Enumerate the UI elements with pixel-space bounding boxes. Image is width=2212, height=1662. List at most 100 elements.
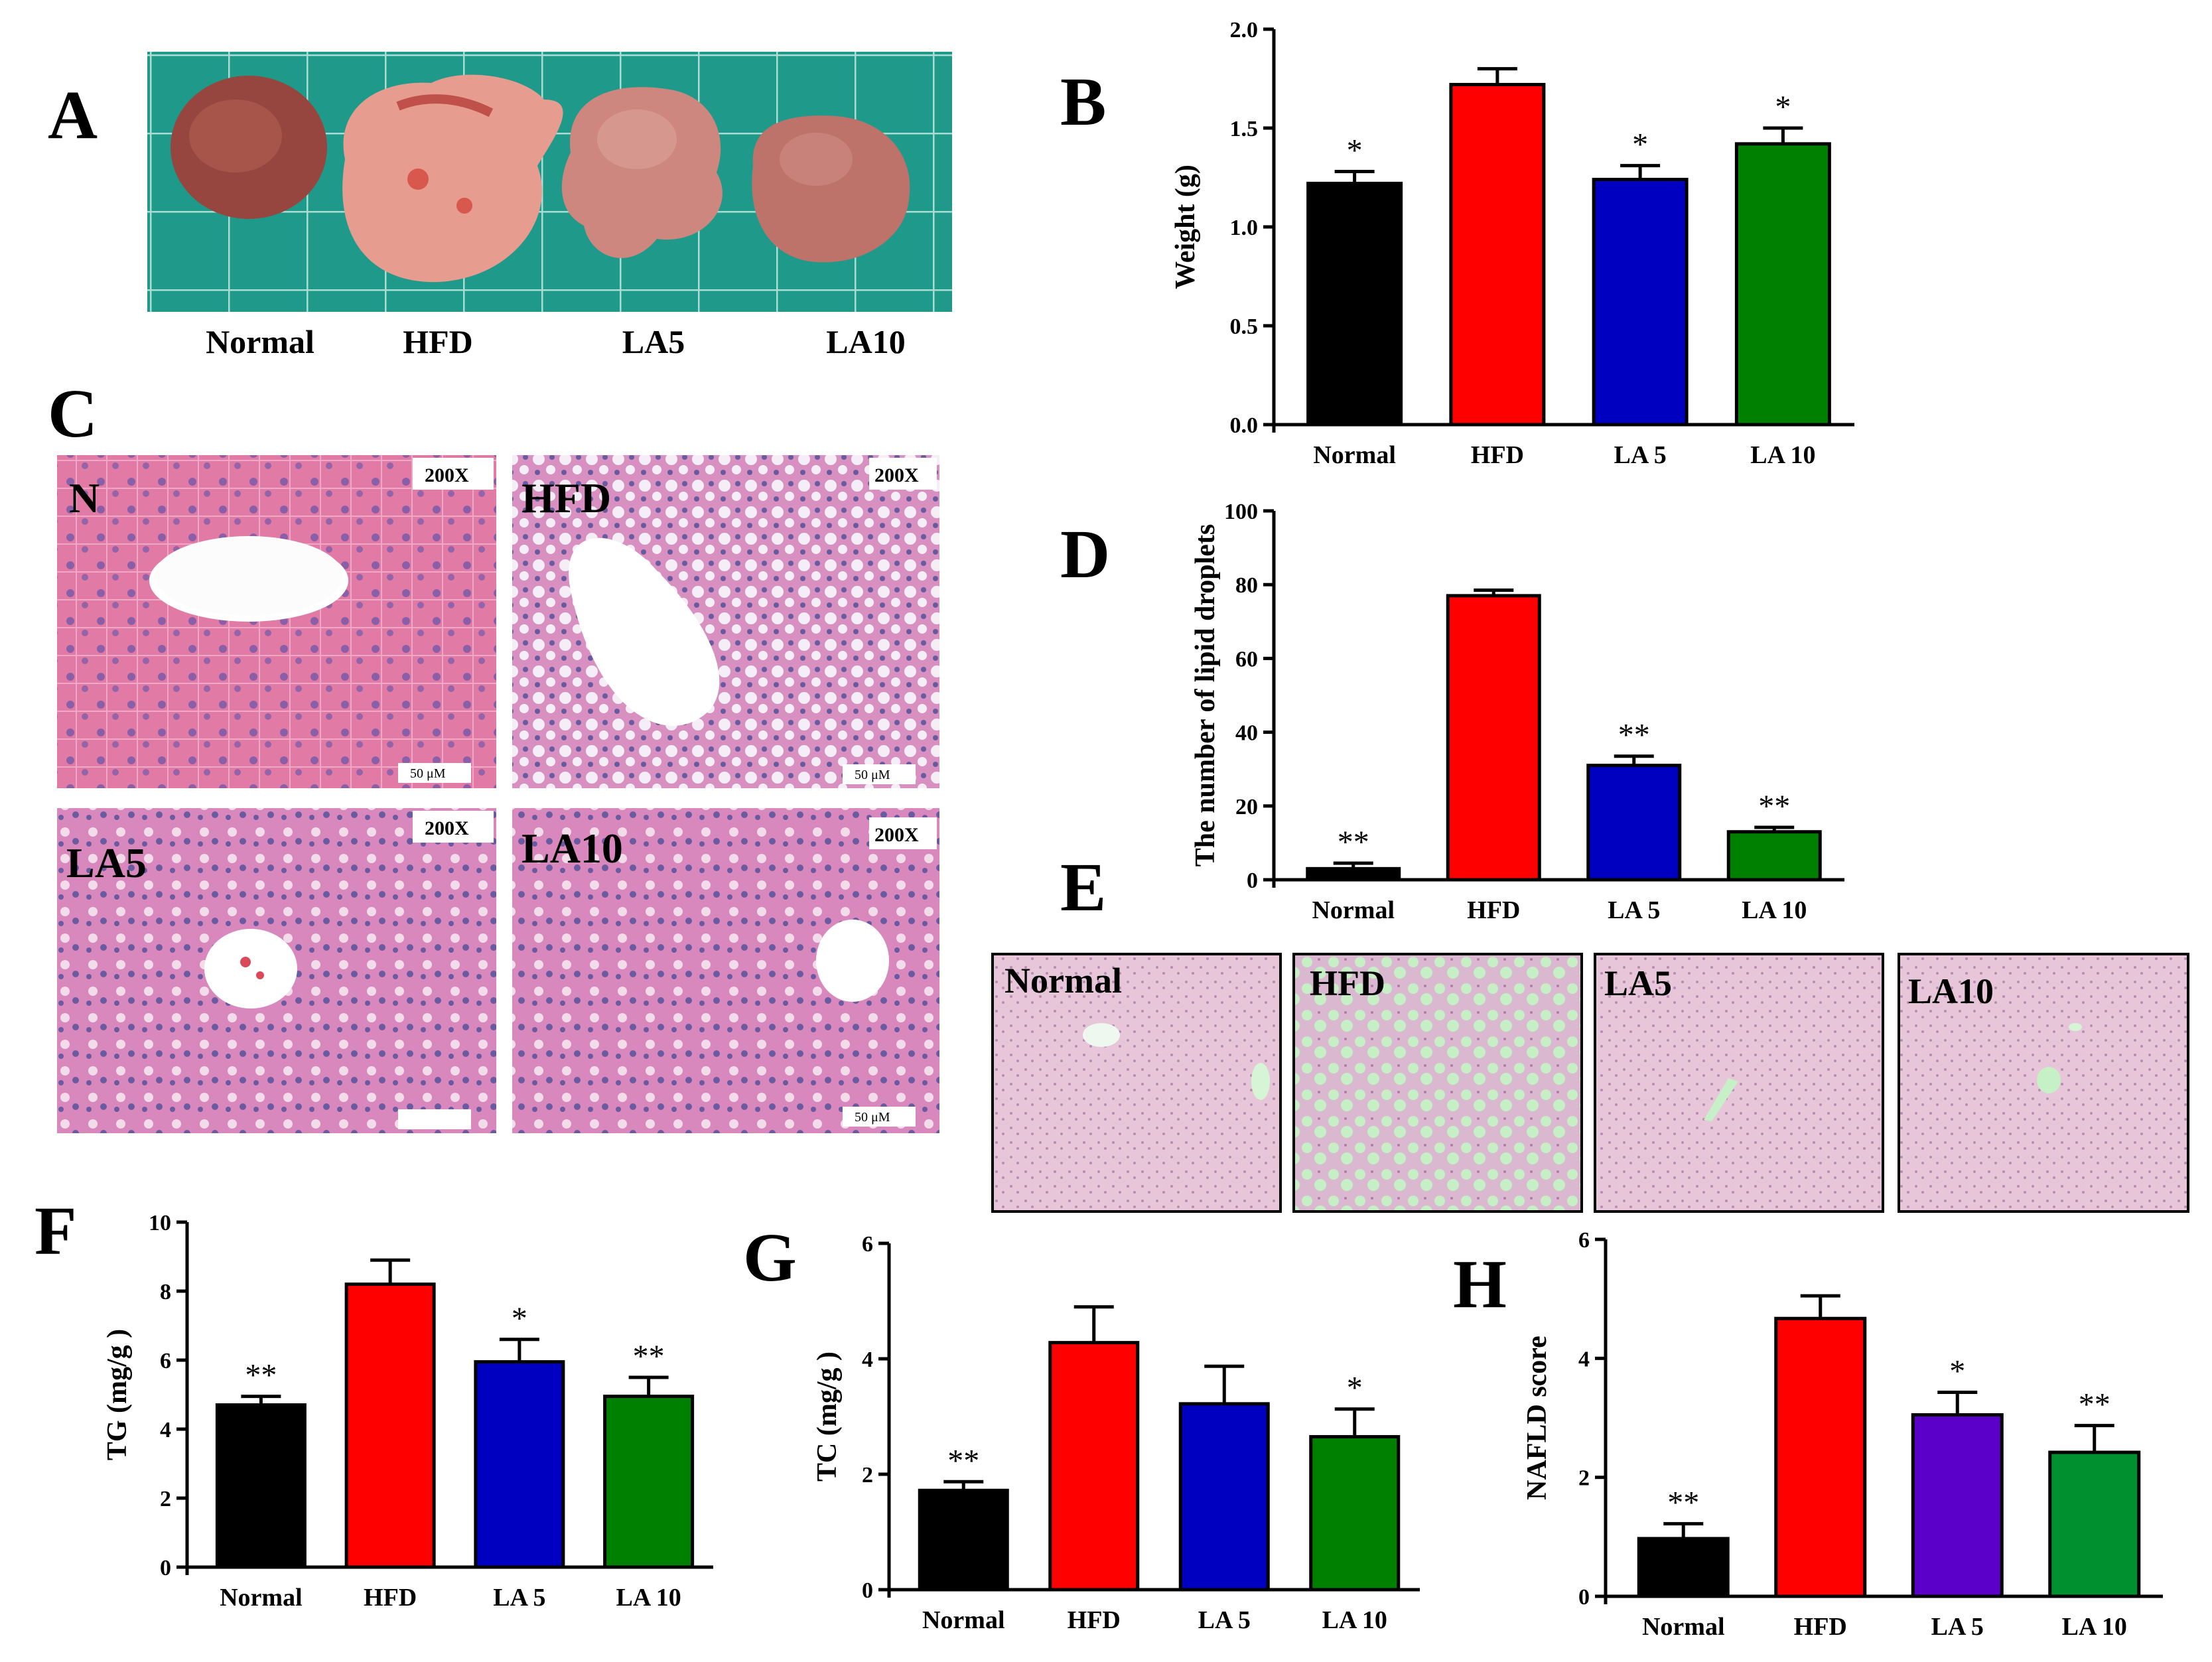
bar-normal xyxy=(1637,1537,1730,1598)
x-tick-label: LA 5 xyxy=(1198,1606,1251,1634)
y-tick-label: 4 xyxy=(1578,1347,1590,1371)
x-tick-label: LA 10 xyxy=(1742,896,1807,924)
lowmag-tile-hfd: HFD xyxy=(1292,953,1583,1213)
y-tick-label: 1.5 xyxy=(1230,117,1259,141)
histology-tile-la5: 200X LA5 xyxy=(57,808,496,1133)
bar-hfd xyxy=(1774,1316,1867,1598)
bar-la5 xyxy=(1178,1402,1270,1592)
photo-label-normal: Normal xyxy=(206,323,314,360)
bar-normal xyxy=(1306,181,1403,427)
scale-bar-label: 50 μM xyxy=(410,766,446,781)
photo-label-la10: LA10 xyxy=(826,323,905,360)
bar-hfd xyxy=(1446,594,1541,882)
y-tick-label: 0 xyxy=(862,1578,873,1603)
y-axis-label: Weight (g) xyxy=(1170,165,1201,289)
panel-label-g: G xyxy=(743,1219,797,1296)
y-axis-label: NAFLD score xyxy=(1522,1336,1553,1500)
histo-label-la10: LA10 xyxy=(521,825,623,872)
y-tick-label: 0 xyxy=(160,1556,171,1580)
significance-marker: ** xyxy=(1758,789,1790,824)
bar-chart-tc: 0 2 4 6 TC (mg/g ) ** Normal HFD LA 5 * LA 10 xyxy=(812,1232,1420,1634)
bar-hfd xyxy=(344,1282,436,1569)
lowmag-tile-normal: Normal xyxy=(991,953,1282,1213)
significance-marker: * xyxy=(1347,133,1363,169)
histology-tile-la10: 200X 50 μM LA10 xyxy=(512,808,939,1133)
y-tick-label: 4 xyxy=(862,1348,873,1372)
y-tick-label: 8 xyxy=(160,1280,171,1304)
x-tick-label: Normal xyxy=(220,1584,303,1612)
bar-chart-nafld-score: 0 2 4 6 NAFLD score ** Normal HFD * LA 5 ** LA 10 xyxy=(1522,1228,2163,1641)
y-tick-label: 1.0 xyxy=(1230,216,1259,240)
x-tick-label: LA 5 xyxy=(1608,896,1660,924)
photo-label-la5: LA5 xyxy=(622,323,685,360)
y-tick-label: 10 xyxy=(149,1211,171,1235)
bar-normal xyxy=(918,1488,1009,1592)
x-tick-label: LA 10 xyxy=(616,1584,681,1612)
significance-marker: ** xyxy=(1338,825,1369,860)
y-axis-label: TG (mg/g ) xyxy=(102,1329,133,1460)
x-tick-label: LA 10 xyxy=(2062,1613,2127,1641)
x-tick-label: HFD xyxy=(1068,1606,1121,1634)
liver-hfd xyxy=(342,74,563,283)
bar-chart-tg: 0 2 4 6 8 10 TG (mg/g ) ** Normal HFD * LA 5 ** LA 10 xyxy=(102,1211,713,1612)
histology-tile-hfd: 200X 50 μM HFD xyxy=(512,455,939,788)
lowmag-label-la10: LA10 xyxy=(1908,971,1994,1011)
significance-marker: ** xyxy=(947,1443,979,1478)
x-tick-label: Normal xyxy=(1312,896,1395,924)
mag-label: 200X xyxy=(425,464,469,486)
x-tick-label: HFD xyxy=(364,1584,417,1612)
scale-bar-label: 50 μM xyxy=(855,1110,890,1125)
y-tick-label: 2 xyxy=(862,1463,873,1488)
x-tick-label: Normal xyxy=(922,1606,1005,1634)
mag-label: 200X xyxy=(874,824,919,846)
histo-label-hfd: HFD xyxy=(521,474,611,521)
lowmag-label-la5: LA5 xyxy=(1604,963,1672,1003)
significance-marker: * xyxy=(1632,127,1648,163)
panel-label-e: E xyxy=(1060,849,1106,926)
lowmag-label-normal: Normal xyxy=(1004,961,1122,1001)
y-tick-label: 6 xyxy=(1578,1228,1590,1253)
significance-marker: * xyxy=(1347,1371,1363,1406)
significance-marker: ** xyxy=(245,1358,277,1393)
bar-normal xyxy=(215,1403,307,1569)
photo-label-hfd: HFD xyxy=(403,323,473,360)
x-tick-label: LA 5 xyxy=(1614,441,1667,469)
y-tick-label: 4 xyxy=(160,1418,171,1442)
y-tick-label: 60 xyxy=(1235,647,1258,671)
y-tick-label: 100 xyxy=(1224,500,1258,524)
significance-marker: * xyxy=(1949,1353,1965,1389)
bar-la5 xyxy=(474,1360,565,1569)
y-tick-label: 0 xyxy=(1578,1585,1590,1610)
x-tick-label: LA 10 xyxy=(1750,441,1815,469)
x-tick-label: LA 10 xyxy=(1322,1606,1387,1634)
significance-marker: ** xyxy=(633,1339,665,1374)
significance-marker: ** xyxy=(2079,1387,2110,1422)
bar-hfd xyxy=(1048,1341,1140,1592)
y-tick-label: 0.0 xyxy=(1230,413,1259,438)
lowmag-label-hfd: HFD xyxy=(1310,963,1385,1003)
panel-label-c: C xyxy=(48,376,98,452)
bar-la5 xyxy=(1592,177,1689,427)
liver-photo xyxy=(147,52,952,312)
bar-la10 xyxy=(1726,830,1822,882)
bar-normal xyxy=(1306,866,1401,882)
y-tick-label: 2.0 xyxy=(1230,18,1259,42)
bar-la5 xyxy=(1586,764,1682,882)
bar-la10 xyxy=(1734,142,1831,427)
lowmag-tile-la10: LA10 xyxy=(1898,953,2189,1213)
significance-marker: ** xyxy=(1618,718,1650,753)
y-tick-label: 2 xyxy=(1578,1466,1590,1491)
y-tick-label: 6 xyxy=(160,1349,171,1373)
x-tick-label: LA 5 xyxy=(1931,1613,1984,1641)
panel-label-b: B xyxy=(1060,64,1106,140)
x-tick-label: Normal xyxy=(1642,1613,1725,1641)
bar-chart-liver-weight: 0.0 0.5 1.0 1.5 2.0 Weight (g) * Normal HFD * LA 5… xyxy=(1170,18,1854,469)
bar-hfd xyxy=(1449,82,1546,427)
significance-marker: ** xyxy=(1667,1486,1699,1521)
panel-label-f: F xyxy=(35,1193,77,1269)
y-tick-label: 40 xyxy=(1235,721,1258,746)
bar-la5 xyxy=(1911,1413,2004,1598)
y-tick-label: 0.5 xyxy=(1230,314,1259,339)
